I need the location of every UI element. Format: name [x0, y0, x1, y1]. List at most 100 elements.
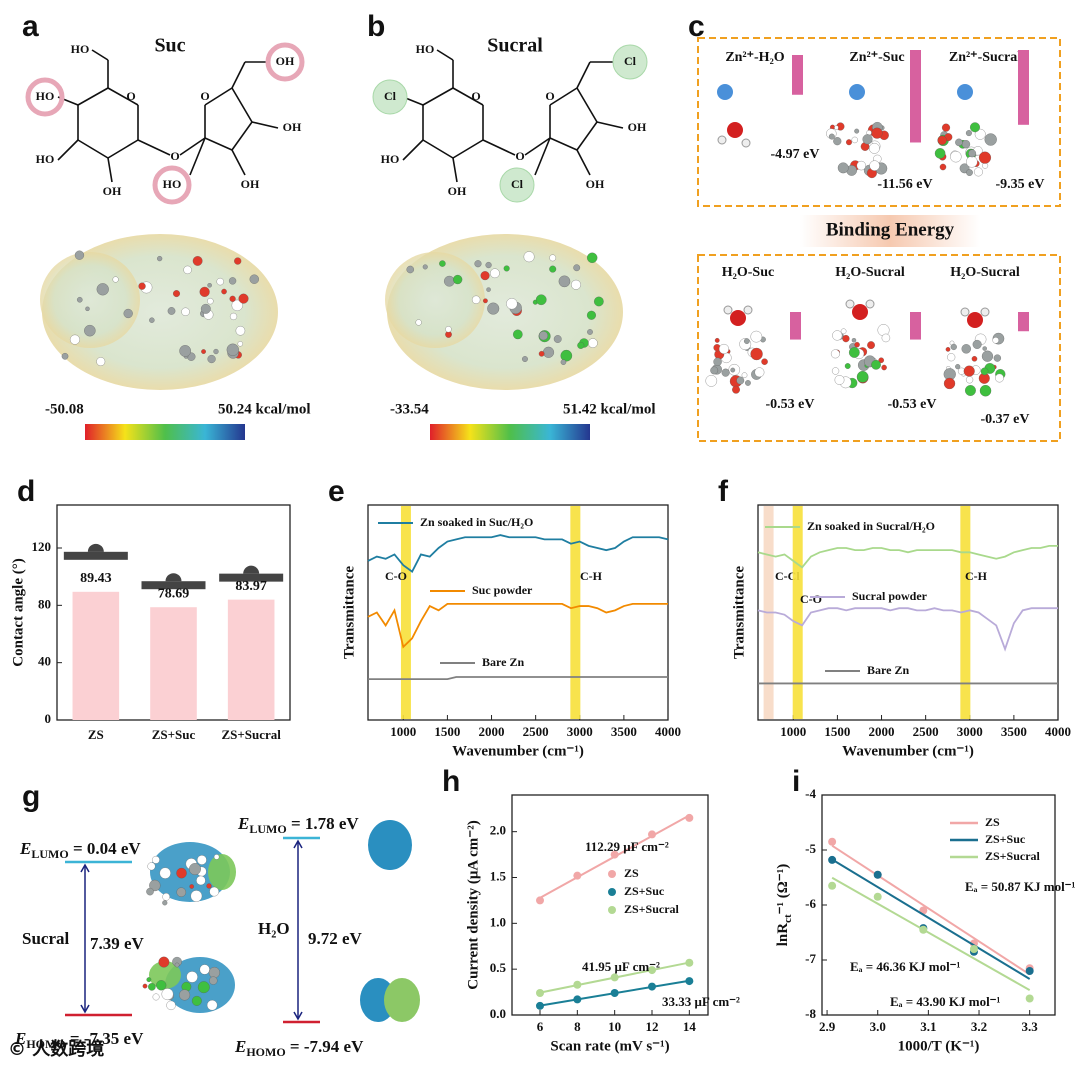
substrate [63, 551, 128, 560]
spectrum [368, 676, 668, 681]
fit-line [831, 876, 1031, 992]
atom-label: Cl [624, 54, 637, 68]
legend-label: Sucral powder [852, 589, 928, 603]
atom-ball [522, 356, 528, 362]
atom-ball [199, 964, 210, 975]
legend-label: Bare Zn [482, 655, 524, 669]
atom-label: OH [628, 120, 647, 134]
level-sub: LUMO [31, 847, 68, 861]
atom-ball [966, 156, 978, 168]
atom-ball [955, 138, 963, 147]
atom-ball [854, 341, 860, 348]
zn-ion [849, 84, 865, 100]
atom-label: Cl [384, 89, 397, 103]
gap-label: 7.39 eV [90, 934, 145, 953]
atom-ball [869, 160, 880, 171]
esp-surface [40, 252, 140, 348]
atom-ball [965, 376, 974, 384]
energy-bar [1018, 312, 1029, 332]
complex-name: H₂O-Sucral [950, 265, 1020, 280]
esp-surface [385, 252, 485, 348]
atom-ball [201, 349, 206, 354]
atom-ball [586, 310, 596, 320]
substrate [141, 581, 206, 590]
panel-label: g [22, 780, 40, 813]
atom-ball [705, 375, 718, 387]
point [685, 958, 694, 967]
atom-ball [85, 306, 90, 311]
spectrum [367, 534, 669, 573]
atom-ball [235, 326, 246, 336]
atom-ball [831, 367, 840, 375]
atom-ball [844, 363, 851, 369]
bond [452, 87, 484, 106]
droplet [87, 543, 104, 552]
atom-ball [453, 274, 463, 285]
molecule-title: Sucral [487, 35, 543, 57]
atom-ball [995, 373, 1004, 383]
atom-ball [732, 385, 740, 394]
point [610, 973, 619, 982]
y-axis-label: Contact angle (°) [10, 558, 26, 666]
atom-label: O [471, 89, 480, 103]
atom-ball [961, 140, 971, 149]
atom-label: HO [36, 89, 55, 103]
atom-ball [176, 867, 187, 879]
atom-ball [943, 377, 956, 390]
highlight-ring [499, 167, 535, 203]
atom-ball [754, 367, 765, 378]
atom-ball [965, 130, 972, 137]
y-tick-label: -8 [805, 1006, 816, 1021]
point [536, 989, 544, 997]
atom-label: O [200, 89, 209, 103]
decorations [697, 37, 1061, 442]
atom-ball [213, 348, 219, 355]
atom-ball [189, 884, 195, 889]
atom-ball [577, 341, 585, 349]
substrate [219, 573, 284, 582]
x-tick-label: 3000 [957, 724, 983, 739]
x-tick-label: 2000 [479, 724, 505, 739]
atom-ball [761, 358, 768, 365]
bond [422, 87, 454, 106]
atom-ball [950, 343, 957, 351]
atom-ball [485, 261, 492, 269]
atom-label: HO [416, 42, 435, 56]
highlight-ring [372, 79, 408, 115]
point [610, 850, 619, 859]
level-symbol: E [19, 839, 31, 858]
atom-ball [937, 135, 947, 145]
atom-ball [179, 345, 191, 357]
atom-ball [961, 344, 971, 354]
atom-ball [190, 890, 203, 902]
atom-ball [840, 328, 847, 335]
atom-ball [856, 160, 866, 171]
energy-bar [792, 55, 803, 95]
atom-ball [231, 299, 243, 311]
band-label: C-O [385, 569, 407, 583]
bond [189, 137, 206, 176]
band [792, 506, 803, 719]
atom-ball [161, 988, 174, 1001]
atom-ball [848, 347, 860, 358]
bond [204, 137, 233, 151]
legend-label: Suc powder [472, 583, 533, 597]
level-label: EHOMO = -7.94 eV [234, 1037, 364, 1059]
atom-ball [878, 357, 884, 364]
bond [422, 139, 454, 159]
x-tick-label: 2000 [869, 724, 895, 739]
atom-ball [945, 347, 951, 352]
x-axis-label: Wavenumber (cm⁻¹) [452, 743, 584, 759]
atom-ball [538, 331, 549, 341]
x-tick-label: 2500 [913, 724, 939, 739]
x-tick-label: 14 [683, 1019, 697, 1034]
annotation: 33.33 μF cm⁻² [662, 994, 740, 1009]
atom-ball [207, 354, 216, 364]
atom-ball [993, 354, 1001, 362]
atom-ball [736, 376, 745, 385]
bond [596, 121, 624, 129]
band [570, 506, 581, 719]
atom-ball [837, 162, 849, 174]
panel-label: e [328, 475, 345, 508]
atom-label: OH [283, 120, 302, 134]
